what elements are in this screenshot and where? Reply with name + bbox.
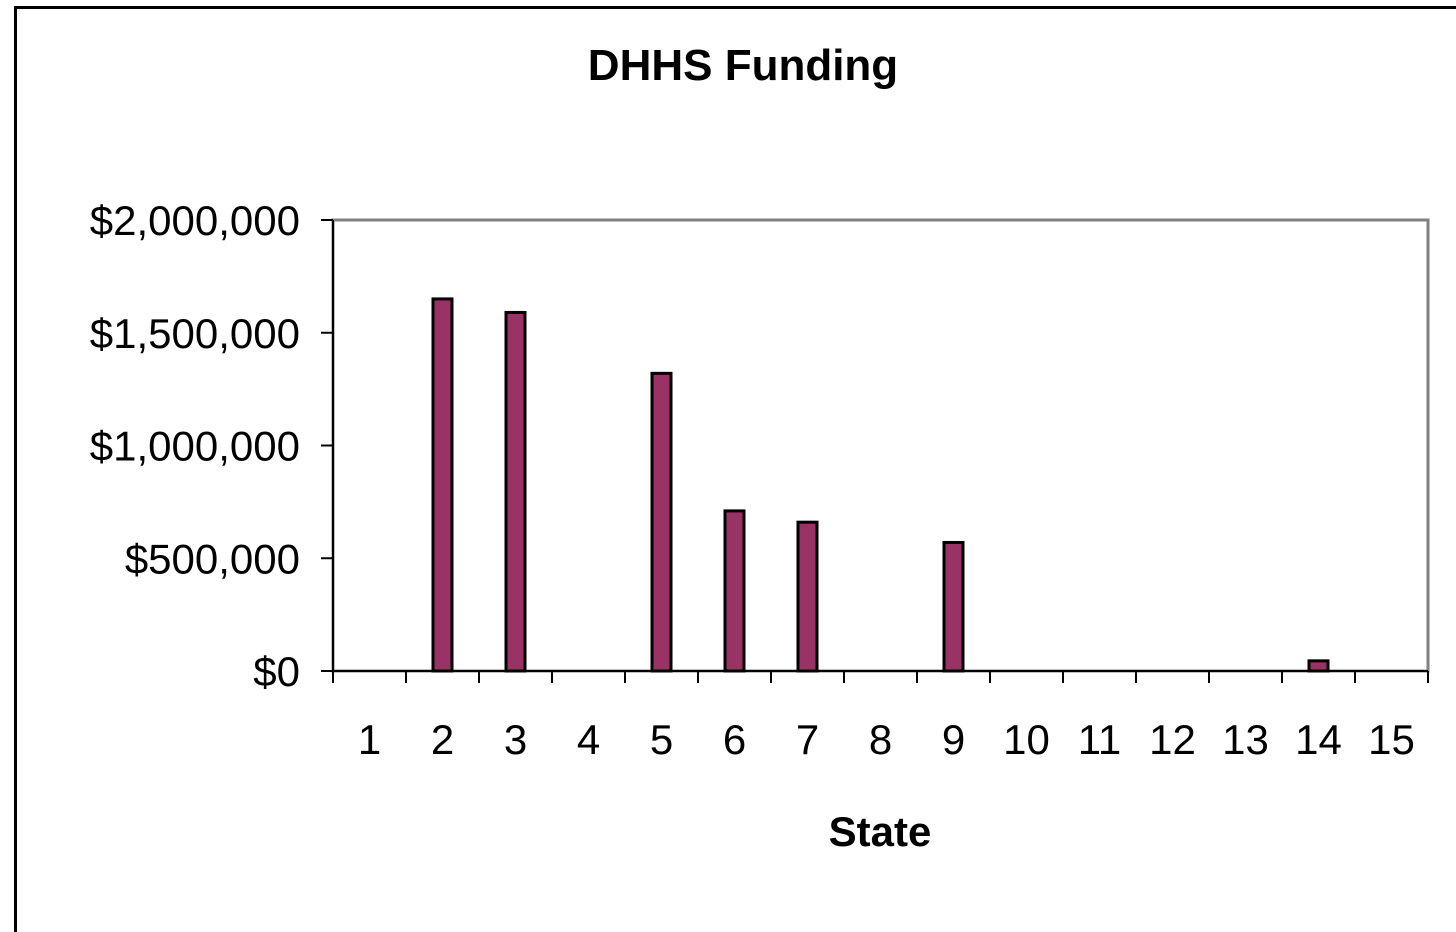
x-tick-label: 9	[942, 716, 965, 763]
axes-group: $0 $500,000 $1,000,000 $1,500,000 $2,000,000…	[90, 197, 1429, 763]
y-tick-label: $2,000,000	[90, 197, 300, 244]
x-tick-label: 1	[358, 716, 381, 763]
x-tick-label: 3	[504, 716, 527, 763]
chart-title: DHHS Funding	[588, 41, 898, 90]
plot-area	[331, 218, 1430, 673]
bar-state-5	[650, 371, 673, 673]
x-tick-label: 12	[1149, 716, 1196, 763]
x-tick-label: 10	[1003, 716, 1050, 763]
x-axis-label: State	[829, 808, 932, 855]
bar-state-2	[431, 297, 454, 673]
x-tick-label: 8	[869, 716, 892, 763]
x-tick-label: 6	[723, 716, 746, 763]
y-tick-label: $500,000	[125, 535, 300, 582]
y-tick-label: $1,500,000	[90, 310, 300, 357]
bar-state-9	[942, 540, 965, 673]
bar-state-6	[723, 509, 746, 673]
x-tick-label: 13	[1222, 716, 1269, 763]
bar-state-7	[796, 520, 819, 673]
x-tick-label: 15	[1368, 716, 1415, 763]
x-tick-label: 11	[1078, 716, 1122, 763]
bar-state-14	[1307, 659, 1330, 673]
bars-group	[431, 297, 1330, 673]
x-tick-label: 5	[650, 716, 673, 763]
x-tick-label: 4	[577, 716, 600, 763]
bar-state-3	[504, 310, 527, 673]
x-tick-label: 7	[796, 716, 819, 763]
chart-frame	[14, 6, 1456, 932]
y-tick-label: $1,000,000	[90, 423, 300, 470]
x-tick-label: 14	[1295, 716, 1342, 763]
x-tick-label: 2	[431, 716, 454, 763]
y-tick-label: $0	[253, 648, 300, 695]
